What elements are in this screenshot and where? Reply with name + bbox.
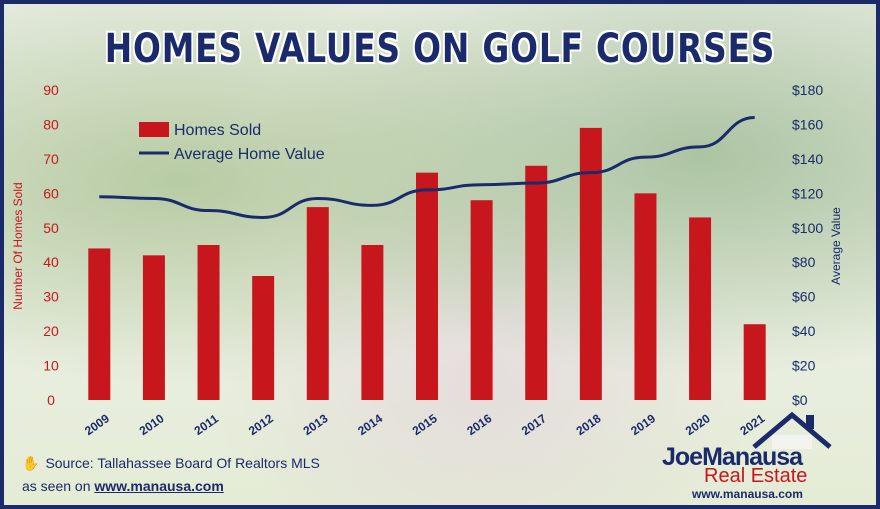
bar-homes-sold [743,324,766,400]
source-note: ✋ Source: Tallahassee Board Of Realtors M… [22,455,320,472]
x-tick-label: 2014 [355,411,385,438]
y-tick-left: 50 [43,220,59,236]
y-tick-right: $40 [792,323,816,339]
seen-on-note: as seen on www.manausa.com [22,478,224,494]
y-tick-left: 60 [43,185,59,201]
bar-homes-sold [361,245,384,400]
bar-homes-sold [306,207,329,400]
y-tick-right: $0 [792,392,808,408]
x-tick-label: 2013 [301,411,331,438]
x-tick-label: 2016 [464,411,494,438]
legend-swatch-homes-sold [139,122,169,137]
y-tick-left: 0 [47,392,55,408]
line-average-home-value [99,116,755,219]
bar-homes-sold [525,165,548,400]
y-axis-label-left: Number Of Homes Sold [11,182,25,309]
bar-homes-sold [470,200,493,400]
y-tick-left: 40 [43,254,59,270]
logo-url: www.manausa.com [692,487,803,501]
x-tick-label: 2019 [628,411,658,438]
x-tick-label: 2009 [82,411,112,438]
logo: JoeManausa Real Estate www.manausa.com [662,409,852,505]
bar-homes-sold [142,255,165,400]
hand-icon: ✋ [22,455,40,471]
y-tick-left: 90 [43,82,59,98]
y-tick-right: $120 [792,185,823,201]
y-tick-right: $140 [792,151,823,167]
x-tick-label: 2017 [519,411,549,438]
y-tick-left: 30 [43,289,59,305]
y-tick-left: 20 [43,323,59,339]
x-tick-label: 2012 [246,411,276,438]
x-tick-label: 2010 [137,411,167,438]
y-tick-right: $160 [792,116,823,132]
seen-on-prefix: as seen on [22,478,91,494]
legend-label-average-value: Average Home Value [174,146,325,163]
logo-tagline: Real Estate [704,465,808,487]
y-tick-left: 70 [43,151,59,167]
x-tick-label: 2011 [192,411,222,438]
chart-title: HOMES VALUES ON GOLF COURSES [104,26,776,72]
house-icon [752,411,832,449]
seen-on-link[interactable]: www.manausa.com [94,478,224,494]
y-tick-right: $60 [792,289,816,305]
chart: 0 10 20 30 40 50 60 70 80 90 $0 $20 $40 $60 $80 $100 $1… [11,82,843,438]
logo-name: JoeManausa [662,443,803,471]
bar-homes-sold [88,248,111,400]
y-tick-right: $180 [792,82,823,98]
y-tick-right: $80 [792,254,816,270]
bar-homes-sold [579,127,602,400]
bar-homes-sold [252,276,275,400]
y-axis-label-right: Average Value [829,207,843,285]
bar-homes-sold [197,245,220,400]
legend-label-homes-sold: Homes Sold [174,122,261,139]
bar-homes-sold [634,193,657,400]
source-text: Source: Tallahassee Board Of Realtors ML… [45,455,320,471]
y-tick-left: 80 [43,116,59,132]
x-tick-label: 2015 [410,411,440,438]
y-tick-right: $20 [792,358,816,374]
x-tick-label: 2018 [574,411,604,438]
bar-homes-sold [689,217,712,400]
bar-homes-sold [416,172,438,400]
y-tick-left: 10 [43,358,59,374]
y-tick-right: $100 [792,220,823,236]
